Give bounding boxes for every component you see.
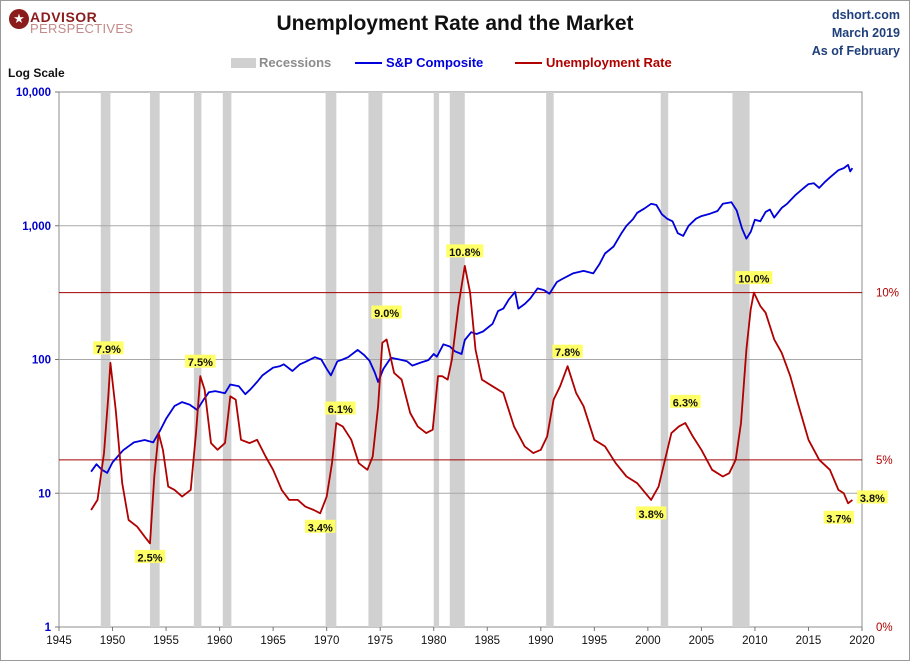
callout-4: 6.1% (325, 401, 356, 416)
x-tick-label-8: 1985 (474, 635, 500, 647)
callout-3: 3.4% (305, 519, 336, 534)
callout-box-0 (93, 341, 124, 355)
x-tick-label-12: 2005 (689, 635, 715, 647)
callout-box-8 (635, 506, 667, 520)
callout-label-2: 7.5% (188, 357, 213, 369)
chart-title: Unemployment Rate and the Market (276, 12, 634, 35)
left-axis-scale-label: Log Scale (8, 66, 65, 80)
callout-label-8: 3.8% (639, 509, 664, 521)
callout-1: 2.5% (134, 549, 166, 564)
logo-perspectives: PERSPECTIVES (30, 21, 134, 36)
legend-recessions: Recessions (259, 55, 332, 70)
legend-unemployment-swatch (515, 62, 542, 64)
callout-box-4 (325, 401, 356, 415)
callout-box-9 (670, 394, 701, 408)
callout-11: 3.7% (823, 510, 854, 525)
x-tick-label-9: 1990 (528, 635, 554, 647)
x-tick-label-3: 1960 (207, 635, 233, 647)
callout-label-6: 10.8% (449, 247, 480, 259)
site-name: dshort.com (831, 8, 900, 22)
report-date: March 2019 (831, 26, 900, 40)
callout-2: 7.5% (185, 354, 216, 369)
x-tick-label-13: 2010 (742, 635, 768, 647)
x-tick-label-7: 1980 (421, 635, 447, 647)
callout-label-1: 2.5% (137, 552, 162, 564)
callout-0: 7.9% (93, 341, 124, 356)
series-sp-composite-line (90, 164, 854, 474)
x-tick-label-1: 1950 (100, 635, 126, 647)
callout-box-12 (857, 490, 888, 504)
y-right-tick-label-1: 5% (876, 455, 893, 467)
x-tick-label-4: 1965 (260, 635, 286, 647)
callout-label-4: 6.1% (328, 404, 353, 416)
callout-box-11 (823, 510, 854, 524)
callout-7: 7.8% (552, 344, 583, 359)
callout-label-3: 3.4% (308, 522, 333, 534)
callout-box-7 (552, 344, 583, 358)
x-tick-label-6: 1975 (367, 635, 393, 647)
callout-12: 3.8% (857, 490, 888, 505)
legend-recessions-swatch (231, 58, 256, 68)
logo-advisor: ADVISOR (30, 9, 98, 25)
callout-label-11: 3.7% (826, 513, 851, 525)
y-left-tick-label-3: 1,000 (22, 221, 51, 233)
callout-box-10 (735, 271, 773, 285)
callout-5: 9.0% (371, 305, 402, 320)
callout-6: 10.8% (446, 244, 484, 259)
x-tick-label-14: 2015 (796, 635, 822, 647)
x-tick-label-10: 1995 (582, 635, 608, 647)
legend-sp: S&P Composite (386, 55, 484, 70)
callout-box-1 (134, 549, 166, 563)
series-unemployment-line (90, 265, 853, 545)
callout-label-7: 7.8% (555, 347, 580, 359)
x-tick-label-2: 1955 (153, 635, 179, 647)
x-tick-label-0: 1945 (46, 635, 72, 647)
legend-sp-swatch (355, 62, 382, 64)
callout-9: 6.3% (670, 394, 701, 409)
logo-star-icon: ★ (9, 9, 29, 29)
as-of-date: As of February (811, 44, 900, 58)
y-left-tick-label-1: 10 (38, 488, 51, 500)
x-tick-label-5: 1970 (314, 635, 340, 647)
callout-box-5 (371, 305, 402, 319)
y-right-tick-label-2: 10% (876, 288, 899, 300)
legend-unemployment: Unemployment Rate (546, 55, 672, 70)
callout-label-12: 3.8% (860, 493, 885, 505)
callout-label-0: 7.9% (96, 344, 121, 356)
callout-box-3 (305, 519, 336, 533)
y-right-tick-label-0: 0% (876, 622, 893, 634)
callout-label-10: 10.0% (738, 274, 769, 286)
callout-10: 10.0% (735, 271, 773, 286)
callout-8: 3.8% (635, 506, 667, 521)
callout-box-6 (446, 244, 484, 258)
y-left-tick-label-2: 100 (32, 355, 51, 367)
callout-box-2 (185, 354, 216, 368)
x-tick-label-11: 2000 (635, 635, 661, 647)
y-left-tick-label-0: 1 (45, 622, 52, 634)
y-left-tick-label-4: 10,000 (16, 87, 51, 99)
x-tick-label-15: 2020 (849, 635, 875, 647)
callout-label-9: 6.3% (673, 397, 698, 409)
callout-label-5: 9.0% (374, 308, 399, 320)
